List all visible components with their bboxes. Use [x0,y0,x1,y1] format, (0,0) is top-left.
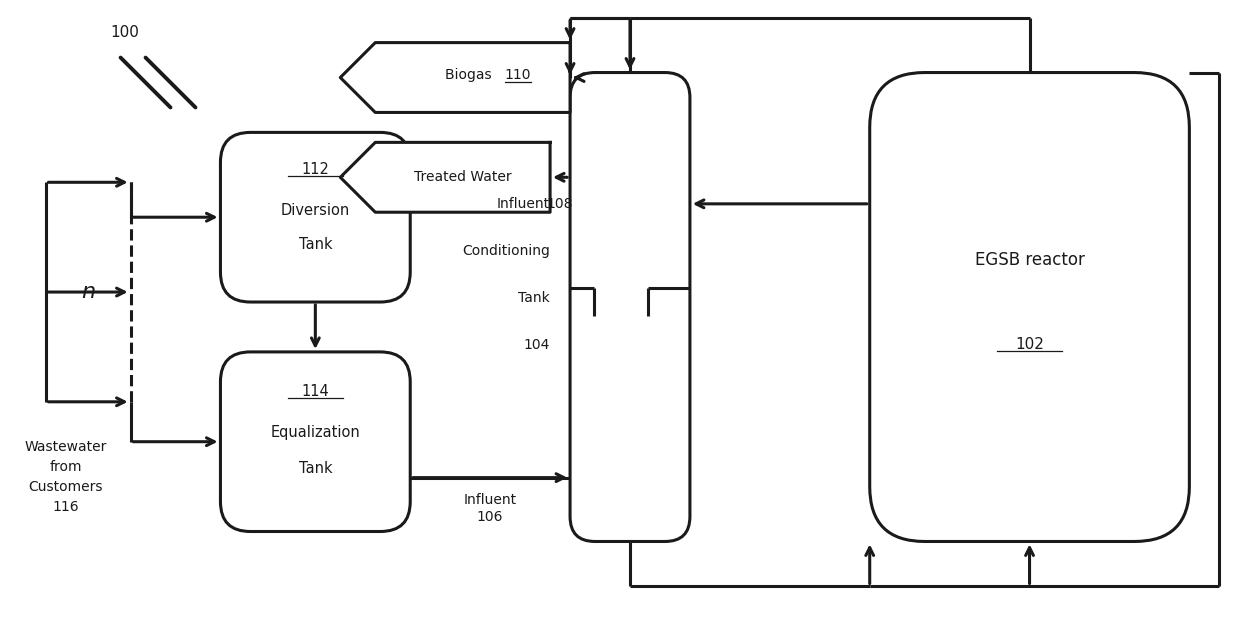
Text: Influent: Influent [464,493,517,506]
Polygon shape [340,42,570,113]
Text: Tank: Tank [299,237,332,252]
Text: Treated Water: Treated Water [414,170,511,184]
Text: 116: 116 [52,499,79,514]
FancyBboxPatch shape [221,352,410,532]
Text: Wastewater: Wastewater [25,440,107,453]
Text: from: from [50,460,82,473]
Text: 102: 102 [1016,337,1044,352]
Polygon shape [340,142,551,212]
Text: 110: 110 [505,68,531,81]
Text: 100: 100 [110,25,139,40]
Text: Customers: Customers [29,480,103,494]
Text: Tank: Tank [518,290,551,305]
Text: Conditioning: Conditioning [463,244,551,258]
Text: EGSB reactor: EGSB reactor [975,251,1085,269]
Text: 104: 104 [523,338,551,351]
FancyBboxPatch shape [221,132,410,302]
Text: 114: 114 [301,384,329,399]
Text: Equalization: Equalization [270,425,360,440]
Text: 108: 108 [547,197,573,211]
Text: n: n [81,282,95,302]
Text: 112: 112 [301,162,330,177]
Text: Tank: Tank [299,461,332,476]
Text: 106: 106 [477,509,503,524]
Text: Influent: Influent [497,197,551,211]
FancyBboxPatch shape [570,73,689,542]
Text: Biogas: Biogas [445,68,501,81]
FancyBboxPatch shape [869,73,1189,542]
Text: Diversion: Diversion [280,203,350,218]
